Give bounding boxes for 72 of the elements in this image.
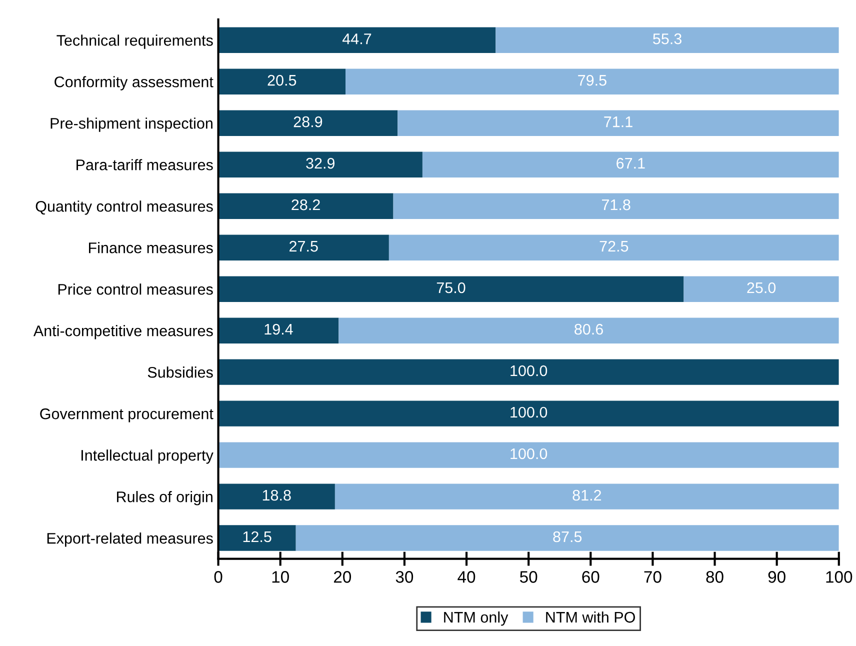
bar — [218, 359, 839, 385]
bar — [218, 68, 346, 94]
data-label: 27.5 — [290, 240, 318, 252]
x-tick-label: 30 — [396, 571, 414, 583]
bar — [388, 234, 839, 260]
y-tick-label: Anti-competitive measures — [33, 325, 213, 340]
data-label: 79.5 — [578, 74, 606, 86]
bar — [218, 27, 496, 53]
data-label: 67.1 — [616, 158, 645, 169]
y-tick-label: Finance measures — [89, 242, 213, 254]
y-tick-label: Intellectual property — [82, 450, 214, 464]
data-label: 28.9 — [294, 116, 322, 128]
x-tick-label: 70 — [644, 571, 662, 583]
bar — [334, 484, 839, 510]
data-label: 100.0 — [510, 365, 548, 376]
y-tick-label: Rules of origin — [117, 491, 212, 506]
x-tick-label: 90 — [768, 571, 786, 583]
bar — [218, 318, 339, 344]
bar — [338, 318, 839, 344]
data-label: 20.5 — [268, 74, 296, 86]
data-label: 72.5 — [600, 240, 628, 252]
x-tick-label: 0 — [214, 571, 222, 583]
x-tick-label: 40 — [458, 571, 476, 583]
data-label: 44.7 — [342, 34, 372, 44]
data-label: 18.8 — [262, 490, 291, 501]
bar — [296, 525, 839, 551]
bar — [218, 484, 335, 510]
data-label: 32.9 — [306, 158, 335, 169]
bar — [218, 442, 839, 468]
bar — [218, 152, 422, 178]
legend-label: NTM only — [444, 611, 508, 626]
bar — [393, 193, 839, 219]
data-label: 80.6 — [574, 324, 603, 335]
bar — [398, 110, 839, 136]
y-tick-label: Conformity assessment — [54, 76, 214, 90]
data-label: 75.0 — [436, 282, 466, 294]
data-label: 100.0 — [510, 448, 548, 460]
bar — [684, 276, 839, 302]
y-tick-label: Para-tariff measures — [76, 159, 213, 170]
data-label: 19.4 — [264, 324, 293, 335]
data-label: 25.0 — [747, 282, 776, 294]
y-tick-label: Pre-shipment inspection — [50, 118, 212, 132]
bar — [422, 152, 839, 178]
y-tick-label: Export-related measures — [47, 532, 213, 547]
legend-label: NTM with PO — [546, 611, 635, 623]
bar — [346, 68, 839, 94]
x-tick-label: 60 — [582, 571, 600, 583]
data-label: 100.0 — [510, 406, 548, 418]
data-label: 28.2 — [292, 199, 320, 210]
data-label: 55.3 — [653, 33, 682, 44]
x-tick-label: 20 — [334, 571, 352, 583]
bar — [218, 276, 684, 302]
y-tick-label: Price control measures — [58, 284, 213, 295]
bar — [496, 27, 839, 53]
bar — [218, 234, 389, 260]
x-tick-label: 50 — [520, 571, 538, 583]
data-label: 71.8 — [602, 199, 630, 210]
data-label: 87.5 — [553, 531, 582, 542]
x-tick-label: 10 — [272, 571, 289, 583]
bar — [218, 400, 839, 426]
bar — [218, 193, 394, 219]
y-tick-label: Subsidies — [148, 366, 213, 378]
bar — [218, 525, 296, 551]
y-tick-label: Technical requirements — [56, 34, 213, 49]
data-label: 12.5 — [243, 531, 272, 542]
x-tick-label: 80 — [706, 571, 724, 583]
y-tick-label: Government procurement — [40, 408, 214, 422]
y-tick-label: Quantity control measures — [36, 200, 213, 215]
data-label: 81.2 — [572, 490, 602, 501]
x-tick-label: 100 — [826, 571, 852, 583]
bar — [218, 110, 398, 136]
data-label: 71.1 — [604, 116, 632, 128]
